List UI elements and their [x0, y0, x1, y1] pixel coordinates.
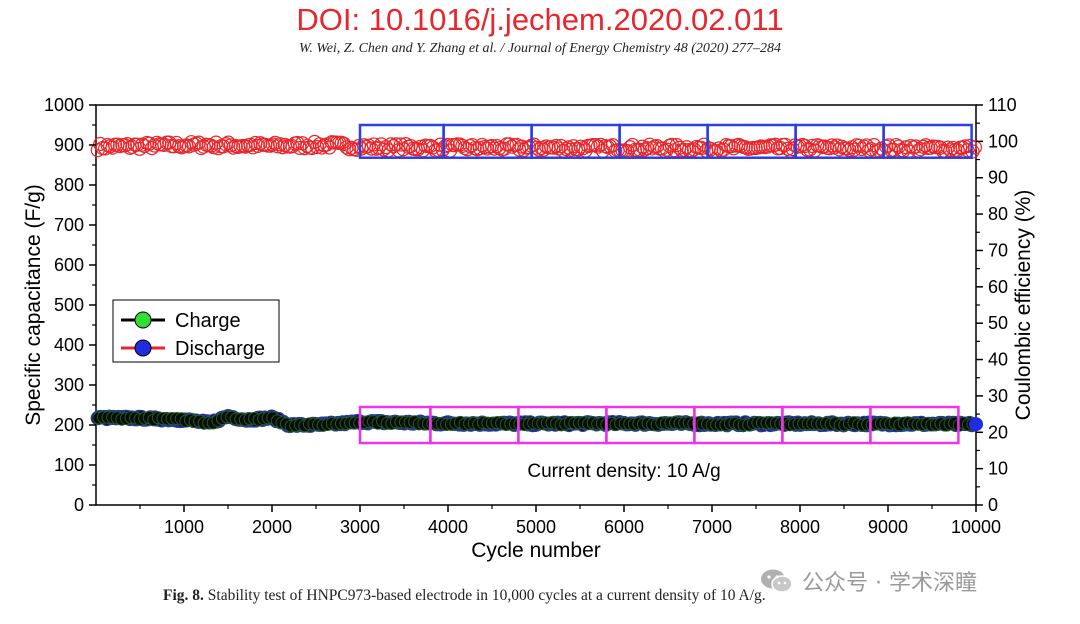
efficiency-point	[768, 137, 783, 152]
efficiency-point	[679, 140, 694, 155]
efficiency-point	[916, 139, 931, 154]
y2-tick-label: 40	[988, 350, 1008, 370]
efficiency-point	[349, 142, 364, 157]
y-tick-label: 900	[54, 135, 84, 155]
y2-tick-label: 70	[988, 240, 1008, 260]
x-tick-label: 10000	[951, 517, 1001, 537]
y2-tick-label: 50	[988, 313, 1008, 333]
efficiency-point	[842, 142, 857, 158]
efficiency-point	[167, 139, 182, 154]
efficiency-point	[792, 139, 808, 154]
x-tick-label: 3000	[340, 517, 380, 537]
y-tick-label: 0	[74, 495, 84, 515]
efficiency-point	[561, 140, 576, 155]
watermark: 公众号 · 学术深瞳	[760, 565, 977, 597]
y2-tick-label: 60	[988, 277, 1008, 297]
legend-marker	[134, 311, 152, 329]
efficiency-point	[940, 140, 955, 155]
watermark-text: 公众号 · 学术深瞳	[802, 571, 977, 596]
efficiency-point	[829, 138, 845, 153]
x-tick-label: 8000	[780, 517, 820, 537]
efficiency-point	[223, 138, 238, 153]
y2-tick-label: 90	[988, 168, 1008, 188]
efficiency-point	[376, 142, 391, 157]
y-tick-label: 500	[54, 295, 84, 315]
efficiency-point	[967, 140, 983, 155]
efficiency-point	[933, 140, 948, 155]
figure-caption: Fig. 8. Stability test of HNPC973-based …	[163, 587, 766, 605]
caption-label: Fig. 8.	[163, 587, 204, 604]
legend-label: Charge	[175, 310, 241, 332]
efficiency-point	[487, 141, 502, 156]
y-tick-label: 400	[54, 335, 84, 355]
efficiency-point	[341, 142, 357, 157]
efficiency-point	[726, 141, 741, 156]
efficiency-point	[452, 137, 468, 152]
efficiency-point	[250, 138, 266, 153]
efficiency-point	[162, 135, 177, 150]
legend-marker	[134, 339, 152, 357]
x-tick-label: 9000	[868, 517, 908, 537]
current-density-annotation: Current density: 10 A/g	[527, 461, 720, 482]
x-tick-label: 6000	[604, 517, 644, 537]
caption-text: Stability test of HNPC973-based electrod…	[203, 587, 766, 604]
efficiency-point	[723, 139, 739, 154]
efficiency-point	[738, 140, 753, 155]
discharge-end-point	[969, 417, 983, 432]
legend-label: Discharge	[175, 338, 265, 360]
efficiency-point	[226, 140, 241, 155]
efficiency-point	[364, 141, 379, 156]
efficiency-highlight-box	[882, 123, 973, 159]
efficiency-point	[194, 140, 209, 156]
efficiency-point	[888, 137, 904, 153]
y-tick-label: 700	[54, 215, 84, 235]
efficiency-point	[413, 139, 428, 154]
capacitance-highlight-box	[869, 405, 960, 445]
y2-tick-label: 30	[988, 386, 1008, 406]
y2-tick-label: 100	[988, 131, 1018, 151]
efficiency-point	[797, 138, 813, 154]
efficiency-series	[90, 134, 983, 159]
x-tick-label: 4000	[428, 517, 468, 537]
efficiency-point	[696, 137, 712, 152]
doi-heading[interactable]: DOI: 10.1016/j.jechem.2020.02.011	[296, 2, 784, 37]
efficiency-point	[529, 140, 544, 155]
efficiency-point	[603, 139, 618, 154]
y-tick-label: 600	[54, 255, 84, 275]
x-tick-label: 2000	[252, 517, 292, 537]
x-tick-label: 5000	[516, 517, 556, 537]
y2-tick-label: 110	[988, 95, 1017, 115]
y-tick-label: 1000	[44, 95, 84, 115]
efficiency-point	[879, 139, 894, 154]
y2-axis-title: Coulombic efficiency (%)	[1012, 190, 1035, 421]
efficiency-point	[309, 139, 325, 155]
x-tick-label: 7000	[692, 517, 732, 537]
efficiency-point	[590, 139, 606, 154]
wechat-icon	[761, 569, 793, 593]
y2-tick-label: 80	[988, 204, 1008, 224]
y-tick-label: 100	[54, 455, 84, 475]
efficiency-point	[891, 139, 906, 154]
x-axis-title: Cycle number	[471, 539, 601, 562]
capacitance-series	[90, 408, 982, 434]
y2-tick-label: 20	[988, 422, 1008, 442]
y-tick-label: 200	[54, 415, 84, 435]
efficiency-point	[558, 141, 574, 157]
y2-tick-label: 0	[988, 495, 998, 515]
efficiency-point	[903, 138, 918, 154]
efficiency-point	[640, 141, 655, 156]
efficiency-point	[593, 137, 608, 152]
efficiency-point	[856, 139, 872, 154]
efficiency-point	[270, 139, 285, 154]
efficiency-point	[130, 137, 145, 152]
y-tick-label: 300	[54, 375, 84, 395]
y-tick-label: 800	[54, 175, 84, 195]
efficiency-point	[669, 138, 684, 153]
y-axis-title: Specific capacitance (F/g)	[22, 184, 45, 426]
y2-tick-label: 10	[988, 459, 1008, 479]
efficiency-point	[216, 139, 231, 154]
x-tick-label: 1000	[164, 517, 204, 537]
journal-citation: W. Wei, Z. Chen and Y. Zhang et al. / Jo…	[298, 41, 782, 56]
